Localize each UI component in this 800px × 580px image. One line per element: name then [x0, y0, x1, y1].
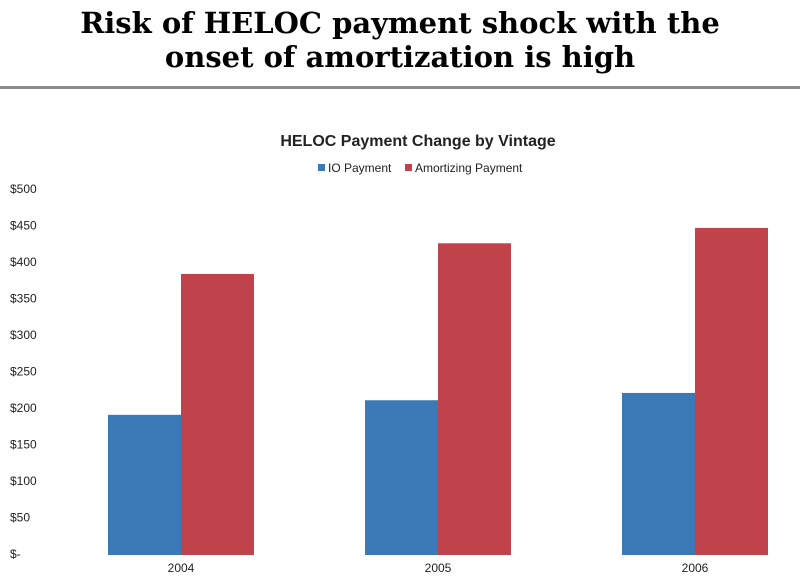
y-tick-label: $450	[10, 219, 37, 233]
x-tick-label: 2005	[425, 561, 452, 575]
y-tick-label: $200	[10, 401, 37, 415]
y-tick-label: $-	[10, 547, 21, 561]
y-tick-label: $150	[10, 438, 37, 452]
bar	[438, 243, 511, 556]
y-tick-label: $500	[10, 182, 37, 196]
legend-swatch	[405, 164, 412, 171]
divider	[0, 86, 800, 89]
x-tick-label: 2006	[682, 561, 709, 575]
y-tick-label: $100	[10, 474, 37, 488]
y-tick-label: $350	[10, 292, 37, 306]
legend-label: IO Payment	[328, 161, 392, 175]
bar	[622, 392, 695, 555]
y-tick-label: $300	[10, 328, 37, 342]
x-tick-label: 2004	[168, 561, 195, 575]
legend-swatch	[318, 164, 325, 171]
bar	[365, 400, 438, 555]
bar	[108, 414, 181, 555]
chart-title: HELOC Payment Change by Vintage	[280, 133, 555, 150]
bar	[181, 273, 254, 555]
y-tick-label: $400	[10, 255, 37, 269]
legend-label: Amortizing Payment	[415, 161, 523, 175]
y-tick-label: $50	[10, 511, 30, 525]
y-tick-label: $250	[10, 365, 37, 379]
bar	[695, 227, 768, 555]
slide-title: Risk of HELOC payment shock with the	[80, 6, 720, 40]
slide-title: onset of amortization is high	[165, 40, 635, 74]
